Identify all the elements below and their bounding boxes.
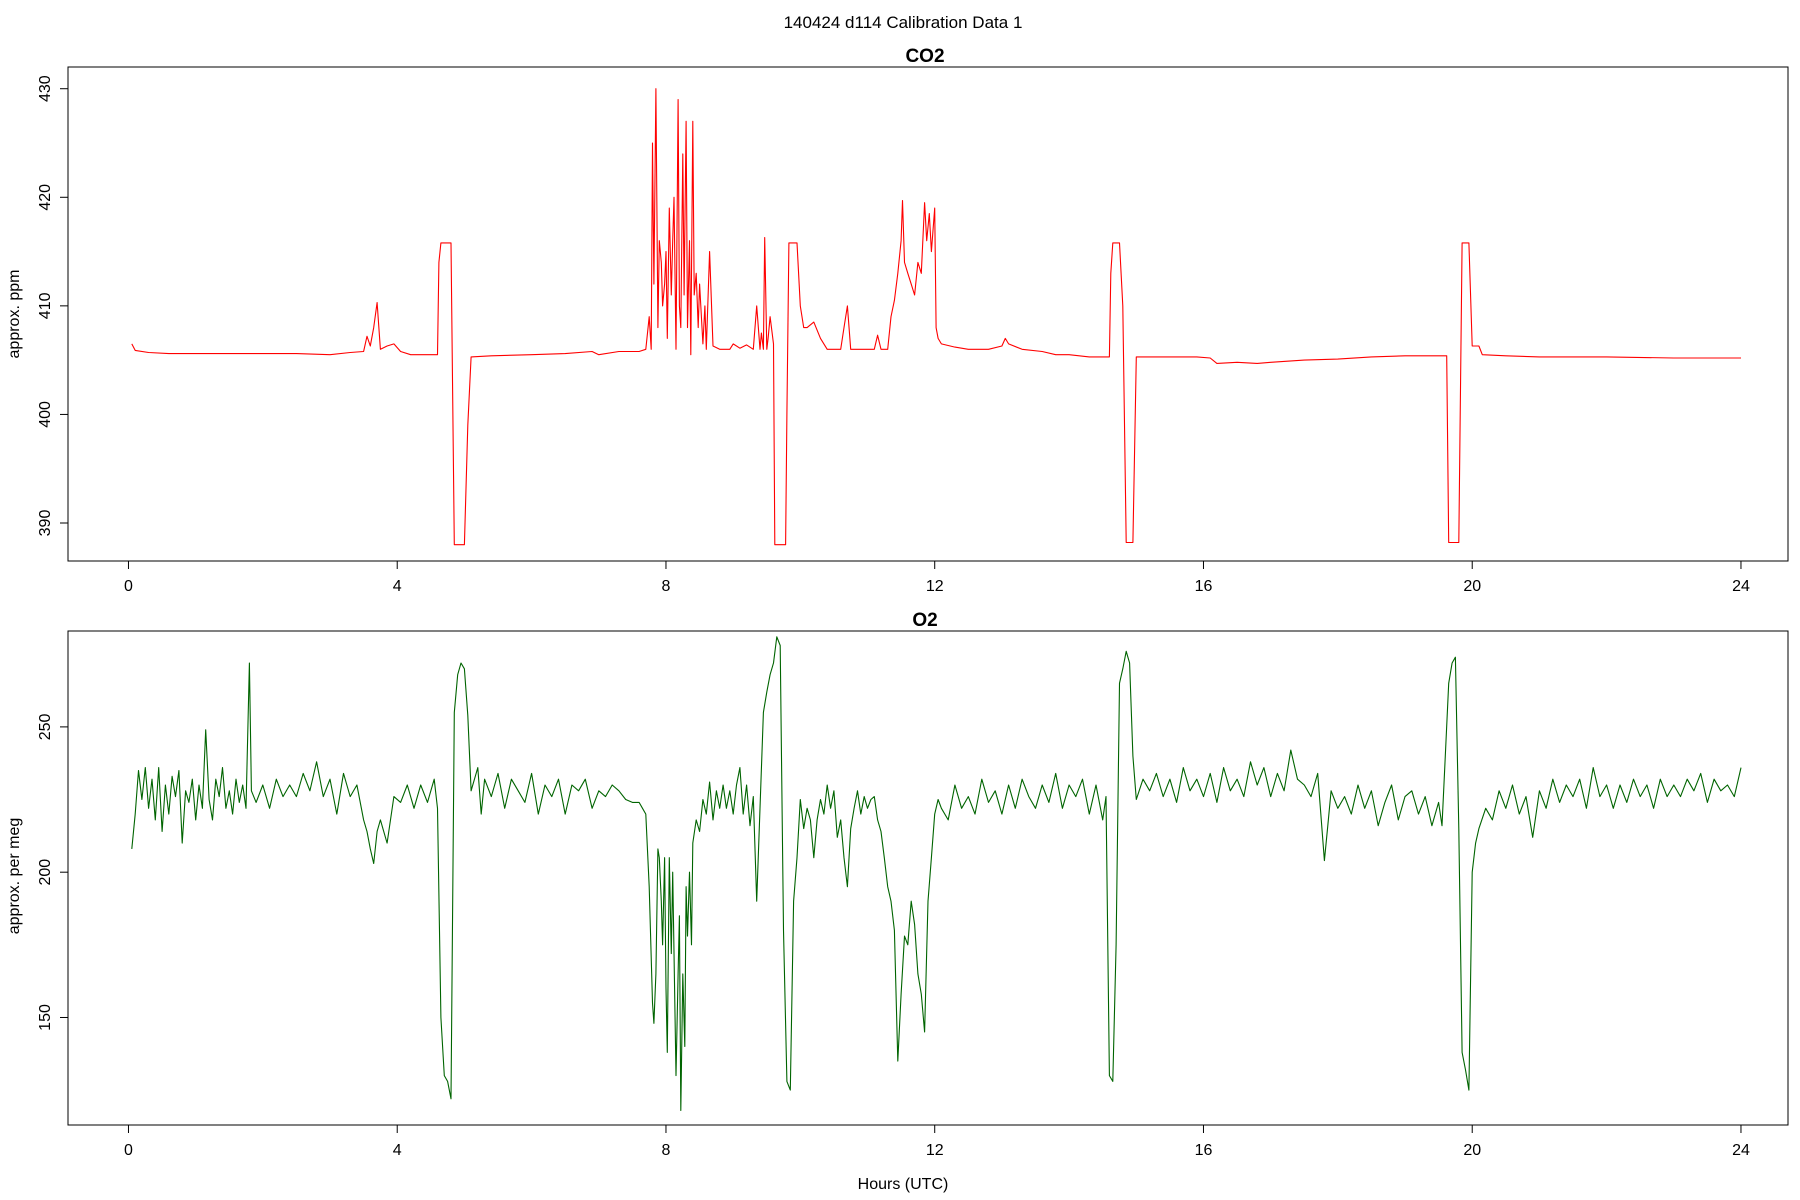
o2-x-tick-label: 12 — [926, 1142, 944, 1159]
o2-ticks: 0 4 8 12 16 20 24 150 200 250 — [37, 713, 1750, 1159]
co2-y-tick-label: 420 — [37, 184, 54, 211]
co2-y-tick-label: 410 — [37, 292, 54, 319]
co2-panel: CO2 approx. ppm 0 4 8 12 16 20 24 390 400 410 420 4… — [6, 46, 1789, 595]
co2-panel-title: CO2 — [905, 46, 944, 67]
o2-series — [131, 636, 1742, 1112]
figure-title: 140424 d114 Calibration Data 1 — [784, 13, 1023, 32]
co2-series-line — [131, 88, 1741, 546]
co2-x-tick-label: 4 — [393, 578, 402, 595]
co2-x-tick-label: 20 — [1463, 578, 1481, 595]
co2-x-tick-label: 0 — [124, 578, 133, 595]
o2-x-tick-label: 20 — [1463, 1142, 1481, 1159]
o2-x-axis-label: Hours (UTC) — [858, 1176, 949, 1193]
co2-y-tick-label: 430 — [37, 75, 54, 102]
o2-x-tick-label: 0 — [124, 1142, 133, 1159]
o2-y-axis-label: approx. per meg — [6, 818, 23, 935]
o2-y-tick-label: 150 — [37, 1004, 54, 1031]
co2-y-tick-label: 390 — [37, 510, 54, 537]
o2-panel-title: O2 — [912, 610, 937, 631]
o2-y-tick-label: 250 — [37, 713, 54, 740]
co2-x-tick-label: 16 — [1195, 578, 1213, 595]
o2-x-tick-label: 24 — [1732, 1142, 1750, 1159]
o2-series-line — [131, 636, 1742, 1112]
co2-x-tick-label: 24 — [1732, 578, 1750, 595]
o2-panel: O2 approx. per meg Hours (UTC) 0 4 8 12 16 20… — [6, 610, 1789, 1193]
co2-plot-frame — [67, 66, 1789, 562]
co2-x-tick-label: 8 — [662, 578, 671, 595]
o2-x-tick-label: 8 — [662, 1142, 671, 1159]
o2-plot-frame — [67, 630, 1789, 1126]
o2-x-tick-label: 16 — [1195, 1142, 1213, 1159]
o2-x-tick-label: 4 — [393, 1142, 402, 1159]
co2-x-tick-label: 12 — [926, 578, 944, 595]
co2-ticks: 0 4 8 12 16 20 24 390 400 410 420 430 — [37, 75, 1750, 595]
co2-y-tick-label: 400 — [37, 401, 54, 428]
co2-y-axis-label: approx. ppm — [6, 270, 23, 359]
o2-y-tick-label: 200 — [37, 859, 54, 886]
co2-series — [131, 88, 1741, 546]
